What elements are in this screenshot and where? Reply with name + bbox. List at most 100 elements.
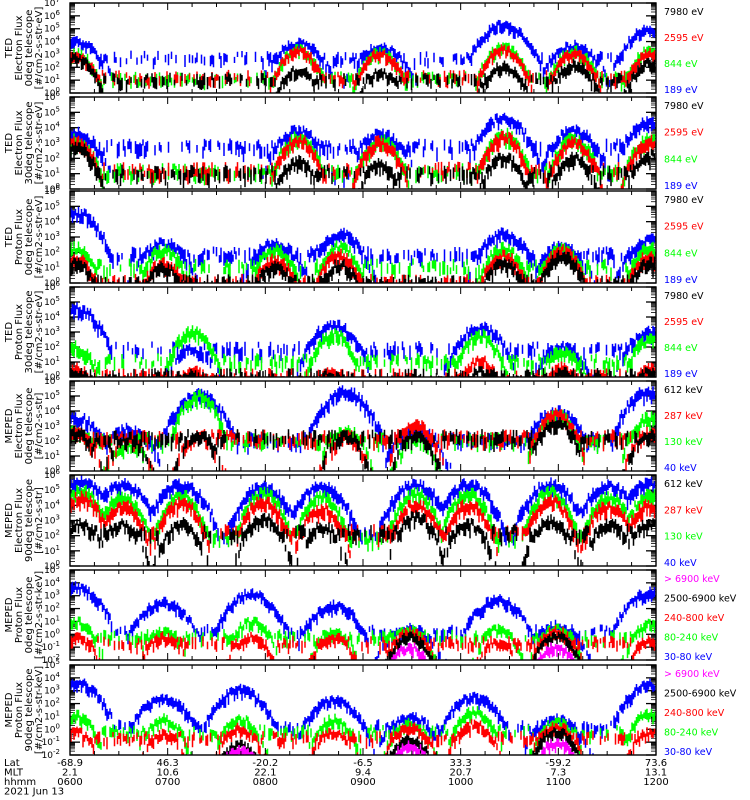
y-axis-label: TED Proton Flux 0deg telescope [#/cm2-s-str… bbox=[4, 196, 45, 279]
y-label-line: 90deg telescope bbox=[24, 668, 35, 751]
series-7980-ev bbox=[70, 141, 656, 189]
y-axis-label: MEPED Proton Flux 0deg telescope [#/cm2-s-s… bbox=[4, 571, 45, 659]
series-group bbox=[70, 678, 656, 755]
legend-entry: 2595 eV bbox=[664, 222, 704, 233]
y-tick-label: 105 bbox=[44, 295, 60, 308]
legend-entry: 30-80 keV bbox=[664, 747, 713, 758]
y-label-line: 30deg telescope bbox=[24, 290, 35, 373]
y-tick-label: 102 bbox=[44, 602, 60, 615]
y-tick-label: 103 bbox=[44, 589, 60, 602]
x-tick-mlt: 13.1 bbox=[645, 768, 667, 779]
x-tick-hhmm: 0800 bbox=[253, 777, 278, 788]
x-tick-mlt: 9.4 bbox=[355, 768, 371, 779]
legend-entry: 287 keV bbox=[664, 411, 703, 422]
x-tick-lat: -68.9 bbox=[57, 758, 83, 769]
y-tick-label: 102 bbox=[44, 60, 60, 73]
y-label-line: Electron Flux bbox=[14, 15, 25, 80]
y-label-line: TED bbox=[4, 38, 15, 59]
legend-entry: 80-240 keV bbox=[664, 728, 719, 739]
y-tick-label: 104 bbox=[44, 310, 60, 323]
series-group bbox=[70, 385, 656, 471]
x-tick-lat: 46.3 bbox=[157, 758, 179, 769]
x-tick-mlt: 22.1 bbox=[254, 768, 276, 779]
y-label-line: Proton Flux bbox=[14, 587, 25, 643]
legend: > 6900 keV 2500-6900 keV 240-800 keV 80-240… bbox=[664, 669, 737, 758]
y-label-line: MEPED bbox=[4, 503, 15, 538]
y-axis-label: TED Electron Flux 0deg telescope [#/cm2-s-s… bbox=[4, 7, 45, 90]
series-30-80-kev bbox=[70, 678, 656, 755]
y-tick-label: 101 bbox=[44, 261, 60, 274]
series-189-ev bbox=[70, 112, 656, 188]
legend-entry: 80-240 keV bbox=[664, 633, 719, 644]
legend-entry: 844 eV bbox=[664, 343, 698, 354]
y-axis-label: TED Electron Flux 30deg telescope [#/cm2-s-… bbox=[4, 101, 45, 184]
legend-entry: 40 keV bbox=[664, 463, 697, 474]
legend-entry: > 6900 keV bbox=[664, 669, 720, 680]
legend-entry: 2500-6900 keV bbox=[664, 689, 737, 700]
y-axis-label: TED Proton Flux 30deg telescope [#/cm2-s-st… bbox=[4, 290, 45, 373]
y-axis-label: MEPED Electron Flux 0deg telescope [#/cm2-s… bbox=[4, 388, 45, 465]
y-tick-label: 104 bbox=[44, 35, 60, 48]
y-tick-label: 103 bbox=[44, 419, 60, 432]
x-tick-lat: -20.2 bbox=[252, 758, 278, 769]
series-189-ev bbox=[70, 302, 656, 377]
y-label-line: 0deg telescope bbox=[24, 388, 35, 465]
x-tick-hhmm: 0700 bbox=[155, 777, 180, 788]
y-tick-label: 106 bbox=[44, 9, 60, 22]
legend-entry: 130 keV bbox=[664, 532, 703, 543]
y-tick-label: 106 bbox=[44, 468, 60, 481]
y-label-line: Proton Flux bbox=[14, 209, 25, 265]
y-tick-label: 102 bbox=[44, 434, 60, 447]
y-tick-label: 105 bbox=[44, 199, 60, 212]
legend-entry: 844 eV bbox=[664, 154, 698, 165]
y-tick-label: 102 bbox=[44, 340, 60, 353]
y-label-line: Proton Flux bbox=[14, 682, 25, 738]
series-844-ev bbox=[70, 325, 656, 377]
x-tick-hhmm: 0900 bbox=[350, 777, 375, 788]
legend-entry: 7980 eV bbox=[664, 101, 704, 112]
series-189-ev bbox=[70, 19, 656, 89]
legend-entry: 287 keV bbox=[664, 505, 703, 516]
x-tick-hhmm: 1000 bbox=[448, 777, 473, 788]
legend: > 6900 keV 2500-6900 keV 240-800 keV 80-240… bbox=[664, 574, 737, 663]
y-tick-label: 103 bbox=[44, 684, 60, 697]
legend-entry: 2500-6900 keV bbox=[664, 594, 737, 605]
y-tick-label: 103 bbox=[44, 514, 60, 527]
legend-entry: > 6900 keV bbox=[664, 574, 720, 585]
y-tick-label: 103 bbox=[44, 325, 60, 338]
legend-entry: 2595 eV bbox=[664, 33, 704, 44]
y-label-line: [#/cm2-s-str-eV] bbox=[34, 196, 45, 279]
y-label-line: [#/cm2-s-str-eV] bbox=[34, 102, 45, 185]
series--6900-kev bbox=[391, 642, 575, 660]
y-tick-label: 102 bbox=[44, 151, 60, 164]
y-tick-label: 106 bbox=[44, 280, 60, 293]
y-tick-label: 105 bbox=[44, 389, 60, 402]
panel-1: TED Electron Flux 0deg telescope [#/cm2-s-s… bbox=[4, 0, 704, 99]
legend-entry: 30-80 keV bbox=[664, 652, 713, 663]
legend-entry: 844 eV bbox=[664, 248, 698, 259]
legend-entry: 7980 eV bbox=[664, 7, 704, 18]
x-tick-hhmm: 1200 bbox=[643, 777, 668, 788]
panel-6: MEPED Electron Flux 90deg telescope [#/cm2-… bbox=[4, 468, 703, 572]
series-group bbox=[70, 19, 656, 93]
legend-entry: 189 eV bbox=[664, 369, 698, 380]
series-287-kev bbox=[70, 490, 656, 559]
panel-5: MEPED Electron Flux 0deg telescope [#/cm2-s… bbox=[4, 374, 703, 477]
series-group bbox=[70, 302, 656, 377]
x-tick-hhmm: 0600 bbox=[57, 777, 82, 788]
x-tick-lat: -6.5 bbox=[353, 758, 373, 769]
y-tick-label: 10-2 bbox=[42, 748, 60, 761]
series-612-kev bbox=[70, 510, 656, 566]
y-tick-label: 100 bbox=[44, 370, 60, 383]
y-tick-label: 105 bbox=[44, 105, 60, 118]
y-axis-label: MEPED Electron Flux 90deg telescope [#/cm2-… bbox=[4, 479, 45, 562]
legend: 7980 eV 2595 eV 844 eV 189 eV bbox=[664, 7, 704, 96]
y-tick-label: 101 bbox=[44, 544, 60, 557]
y-label-line: [#/cm2-s-str] bbox=[34, 392, 45, 459]
y-label-line: Electron Flux bbox=[14, 393, 25, 458]
y-tick-label: 105 bbox=[44, 22, 60, 35]
x-tick-mlt: 7.3 bbox=[550, 768, 566, 779]
legend-entry: 7980 eV bbox=[664, 195, 704, 206]
y-tick-label: 102 bbox=[44, 245, 60, 258]
